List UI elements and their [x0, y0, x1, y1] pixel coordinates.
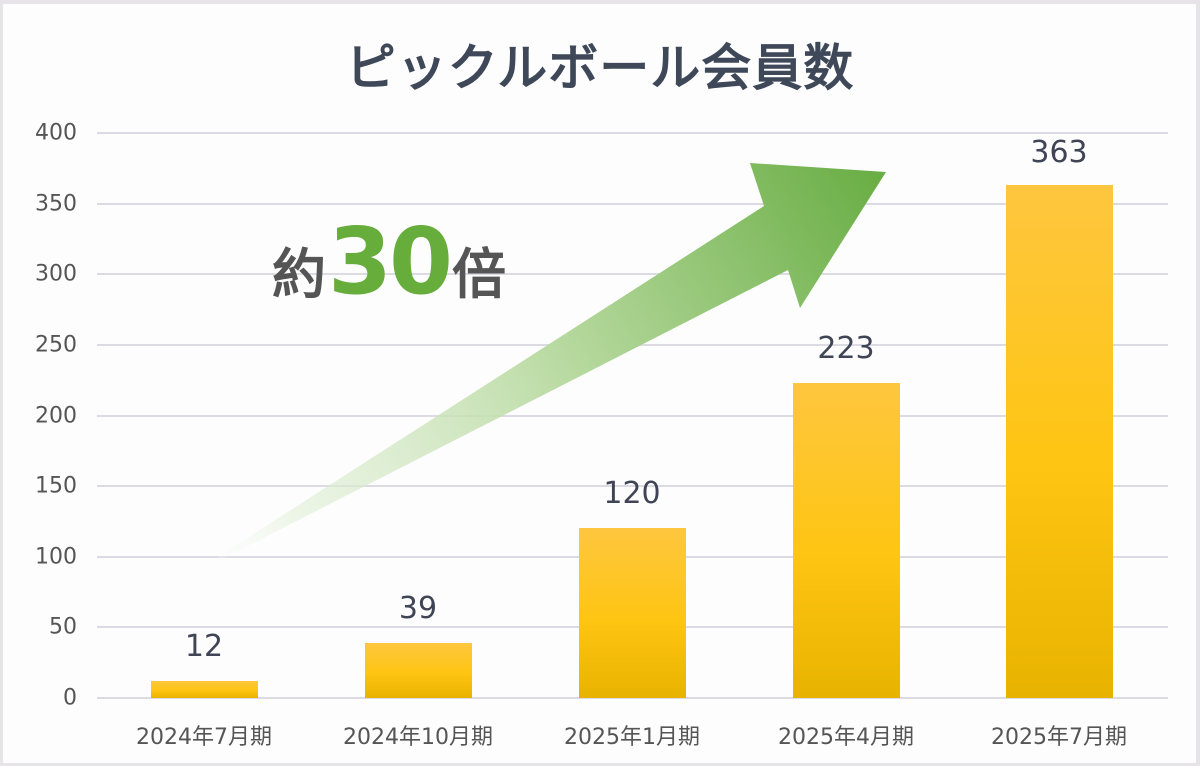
- x-tick-label: 2024年7月期: [136, 725, 272, 750]
- bar-2024-07: [151, 681, 258, 698]
- bar-2025-01: [579, 528, 686, 698]
- bar-2025-04: [793, 383, 900, 698]
- y-tick-label: 200: [35, 403, 77, 429]
- gridline-200: [97, 415, 1168, 417]
- bar-2024-10: [365, 643, 472, 698]
- bar-2025-07: [1006, 185, 1113, 698]
- growth-annotation: 約 30 倍: [272, 208, 506, 318]
- x-tick-label: 2025年1月期: [564, 725, 700, 750]
- value-label: 12: [184, 629, 224, 664]
- gridline-300: [97, 273, 1168, 275]
- y-tick-label: 300: [35, 261, 77, 287]
- chart-title: ピックルボール会員数: [345, 39, 855, 97]
- y-tick-label: 350: [35, 191, 77, 217]
- gridline-0: [97, 697, 1168, 699]
- y-tick-label: 50: [49, 614, 77, 640]
- y-tick-label: 150: [35, 473, 77, 499]
- value-label: 39: [398, 591, 438, 626]
- y-tick-label: 0: [63, 685, 77, 711]
- value-label: 120: [603, 476, 661, 511]
- value-label: 223: [817, 331, 875, 366]
- x-tick-label: 2025年4月期: [778, 725, 914, 750]
- x-tick-label: 2025年7月期: [991, 725, 1127, 750]
- gridline-400: [97, 132, 1168, 134]
- annotation-suffix: 倍: [452, 243, 507, 306]
- annotation-prefix: 約: [272, 243, 326, 306]
- gridline-150: [97, 485, 1168, 487]
- plot-area: 0 50 100 150 200 250 300 350 400 12 39 1…: [35, 121, 1168, 750]
- annotation-number: 30: [328, 208, 453, 315]
- gridline-350: [97, 203, 1168, 205]
- value-label: 363: [1030, 135, 1088, 170]
- y-tick-label: 100: [35, 544, 77, 570]
- y-tick-label: 250: [35, 332, 77, 358]
- y-tick-label: 400: [35, 120, 77, 146]
- x-tick-label: 2024年10月期: [343, 725, 493, 750]
